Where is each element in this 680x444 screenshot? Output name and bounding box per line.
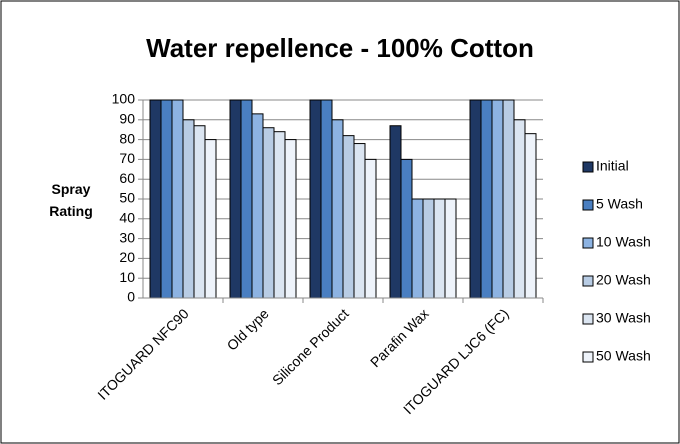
bar	[262, 127, 275, 299]
chart-title: Water repellence - 100% Cotton	[146, 33, 534, 63]
bar	[411, 198, 424, 299]
y-tick-label: 50	[119, 190, 135, 206]
bar	[204, 139, 217, 299]
bar	[320, 99, 333, 299]
legend-swatch	[582, 351, 594, 363]
bar	[353, 143, 366, 299]
bar	[480, 99, 493, 299]
y-tick-label: 30	[119, 229, 135, 245]
y-tick-label: 10	[119, 269, 135, 285]
y-tick-label: 20	[119, 249, 135, 265]
legend-swatch	[582, 237, 594, 249]
legend-label: 30 Wash	[596, 310, 651, 326]
x-tick-label: Old type	[224, 305, 272, 353]
y-tick-label: 40	[119, 210, 135, 226]
bar	[309, 99, 322, 299]
legend-label: 50 Wash	[596, 348, 651, 364]
bar	[400, 158, 413, 299]
bar	[422, 198, 435, 299]
bar	[433, 198, 446, 299]
bar	[502, 99, 515, 299]
bar	[193, 125, 206, 299]
y-tick-label: 100	[112, 91, 136, 107]
legend-swatch	[582, 313, 594, 325]
bar	[182, 119, 195, 299]
bar	[149, 99, 162, 299]
y-tick-label: 80	[119, 130, 135, 146]
y-tick-label: 60	[119, 170, 135, 186]
bar	[273, 131, 286, 299]
x-tick-label: Parafin Wax	[367, 305, 432, 370]
legend-label: 5 Wash	[596, 196, 643, 212]
y-tick-label: 90	[119, 111, 135, 127]
legend-swatch	[582, 275, 594, 287]
bar	[331, 119, 344, 299]
bar	[342, 135, 355, 299]
legend-swatch	[582, 199, 594, 211]
bar	[171, 99, 184, 299]
bar	[389, 125, 402, 299]
y-axis-title: Spray Rating	[49, 181, 93, 219]
y-tick-label: 0	[127, 289, 135, 305]
y-tick-label: 70	[119, 150, 135, 166]
bar	[469, 99, 482, 299]
bar	[251, 113, 264, 299]
x-tick-label: ITOGUARD NFC90	[94, 305, 192, 403]
legend-label: 10 Wash	[596, 234, 651, 250]
bar	[240, 99, 253, 299]
bar	[160, 99, 173, 299]
bar	[524, 133, 537, 299]
bar	[284, 139, 297, 299]
x-tick-label: Silicone Product	[269, 305, 352, 388]
bar	[491, 99, 504, 299]
legend-label: 20 Wash	[596, 272, 651, 288]
bar	[444, 198, 457, 299]
legend-swatch	[582, 161, 594, 173]
bar	[229, 99, 242, 299]
legend-label: Initial	[596, 158, 629, 174]
bar	[364, 158, 377, 299]
bar	[513, 119, 526, 299]
